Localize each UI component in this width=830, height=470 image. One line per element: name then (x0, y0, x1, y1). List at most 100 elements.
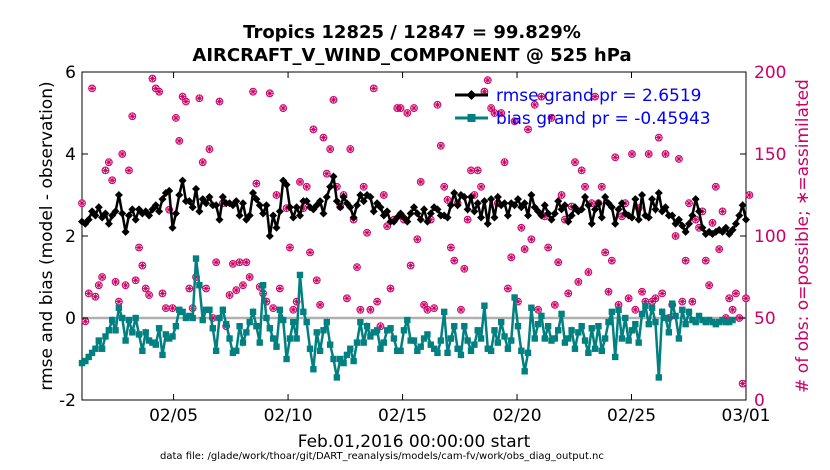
bias-point (132, 314, 139, 322)
bias-point (571, 345, 579, 352)
rmse-point (487, 195, 496, 204)
bias-point (162, 331, 170, 338)
obs-count-marker (346, 145, 355, 153)
obs-count-marker (497, 109, 506, 117)
rmse-point (500, 199, 509, 208)
obs-count-marker (628, 150, 636, 158)
bias-point (233, 347, 240, 354)
bias-point (169, 333, 176, 340)
rmse-point (742, 215, 750, 224)
obs-count-marker (198, 158, 207, 167)
bias-point (155, 325, 163, 332)
bias-point (92, 345, 99, 352)
x-tick-label: 02/15 (378, 406, 427, 426)
obs-count-marker (403, 109, 412, 117)
obs-count-marker (168, 304, 177, 313)
plot-area (81, 71, 747, 401)
bias-point (605, 318, 612, 326)
rmse-point (420, 205, 429, 214)
rmse-point (473, 199, 482, 208)
bias-point (142, 329, 149, 336)
bias-point (474, 327, 481, 334)
rmse-point (94, 203, 103, 212)
obs-count-marker (406, 261, 415, 270)
rmse-point (289, 213, 298, 222)
obs-count-marker (654, 133, 663, 142)
bias-point (306, 345, 314, 352)
rmse-point (302, 197, 311, 206)
bias-point (340, 359, 347, 367)
bias-point (122, 337, 129, 344)
bias-point (712, 320, 720, 328)
bias-point (333, 374, 341, 381)
bias-point (316, 347, 324, 354)
bias-point (601, 335, 609, 342)
obs-count-marker (631, 305, 640, 314)
rmse-point (346, 203, 355, 212)
x-tick-label: 02/05 (149, 406, 198, 426)
rmse-point (269, 211, 278, 220)
rmse-point (503, 211, 512, 220)
obs-count-marker (145, 291, 153, 299)
obs-count-marker (423, 305, 432, 314)
left-y-axis: -2 0 2 4 6 (59, 63, 88, 411)
bias-point (615, 306, 622, 313)
obs-count-marker (275, 284, 284, 293)
bias-point (551, 335, 559, 342)
rmse-point (376, 203, 385, 212)
obs-count-marker (322, 169, 331, 178)
obs-count-marker (125, 166, 133, 175)
obs-count-marker (477, 182, 485, 191)
rmse-point (192, 184, 201, 193)
obs-count-marker (111, 278, 120, 286)
obs-count-marker (715, 245, 724, 254)
bias-point (722, 318, 730, 326)
rmse-point (463, 205, 472, 214)
bias-point (645, 320, 652, 328)
rmse-point (151, 201, 160, 210)
rmse-point (235, 211, 244, 220)
rmse-point (607, 203, 616, 212)
obs-count-marker (597, 182, 606, 191)
bias-point (558, 310, 565, 318)
obs-count-marker (383, 222, 392, 231)
obs-count-marker (363, 228, 371, 237)
rmse-point (591, 205, 600, 214)
rmse-point (175, 191, 184, 199)
bias-point (471, 341, 478, 348)
obs-count-marker (101, 166, 110, 175)
rmse-point (681, 227, 690, 236)
bias-point (695, 312, 703, 320)
bias-point (417, 343, 424, 350)
bias-point (612, 353, 619, 361)
obs-count-marker (131, 276, 140, 285)
rmse-point (406, 209, 415, 218)
bias-point (622, 314, 629, 322)
obs-count-marker (272, 191, 281, 199)
obs-count-marker (517, 223, 526, 232)
bias-point (296, 271, 304, 279)
obs-count-marker (738, 379, 747, 388)
obs-count-marker (182, 97, 190, 106)
bias-point (702, 318, 709, 326)
bias-point (531, 335, 538, 342)
bias-point (528, 304, 535, 311)
obs-count-marker (356, 305, 365, 314)
obs-count-marker (161, 304, 170, 313)
x-tick-label: 02/20 (493, 406, 542, 426)
obs-count-marker (410, 104, 418, 112)
bias-point (149, 339, 156, 346)
rmse-point (218, 193, 227, 202)
bias-point (508, 337, 515, 344)
rmse-point (423, 217, 432, 226)
obs-count-marker (681, 256, 690, 265)
obs-count-marker (611, 153, 620, 162)
rmse-point (554, 197, 563, 206)
bias-point (377, 345, 384, 352)
rmse-point (547, 215, 556, 224)
obs-count-marker (312, 276, 321, 285)
rmse-series (78, 172, 750, 240)
rmse-point (631, 195, 640, 204)
rmse-point (359, 197, 368, 206)
bias-point (246, 318, 253, 326)
